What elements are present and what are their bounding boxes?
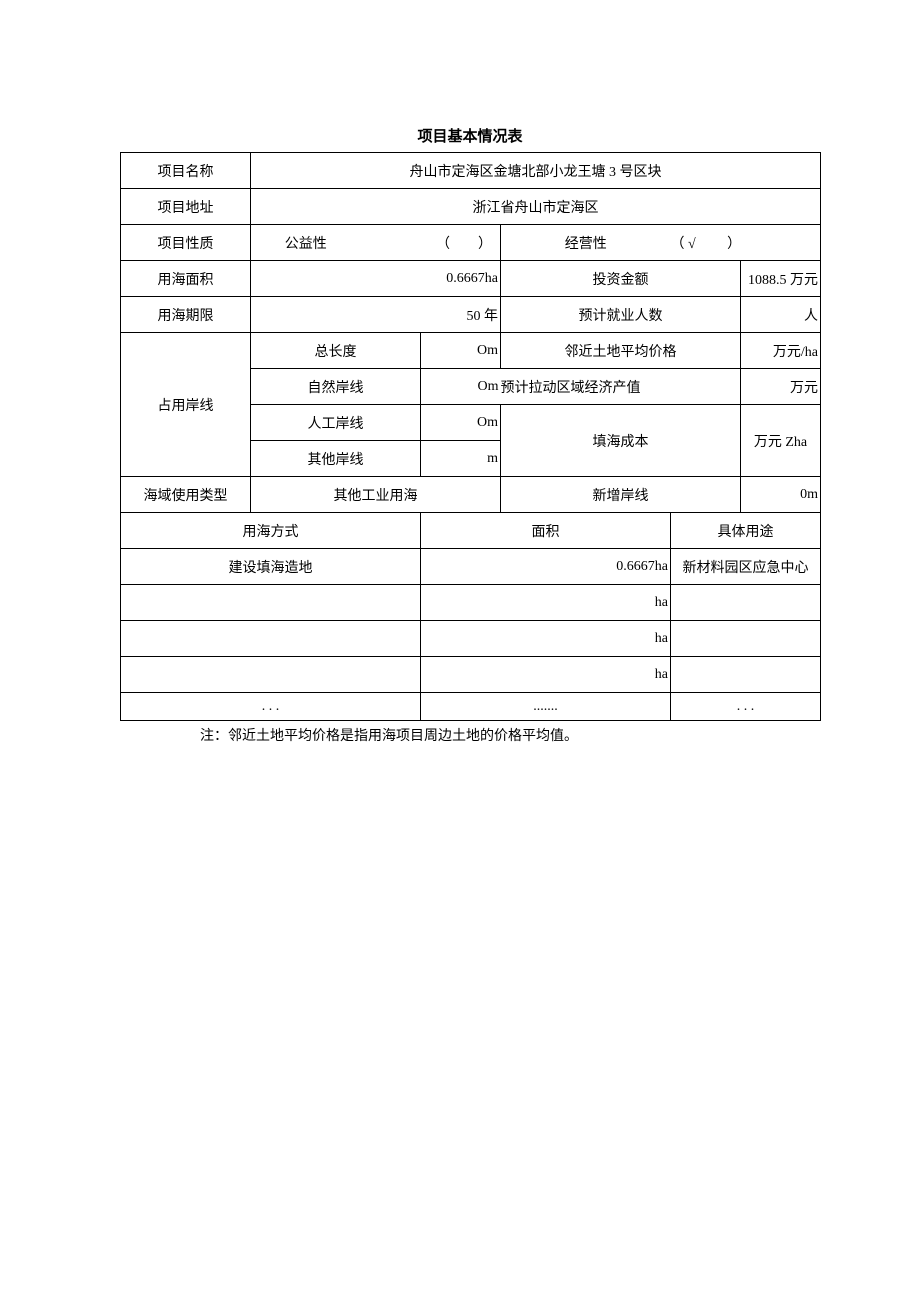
- header-sea-use-mode: 用海方式: [121, 513, 421, 549]
- label-nearby-land-price: 邻近土地平均价格: [501, 333, 741, 369]
- value-nearby-land-price: 万元/ha: [741, 333, 821, 369]
- label-shoreline-group: 占用岸线: [121, 333, 251, 477]
- cell-purpose-2: [671, 585, 821, 621]
- value-other-shoreline: m: [421, 441, 501, 477]
- cell-area-4: ha: [421, 657, 671, 693]
- value-sea-term: 50 年: [251, 297, 501, 333]
- mark-commercial: （ √ ）: [671, 225, 821, 261]
- label-other-shoreline: 其他岸线: [251, 441, 421, 477]
- value-new-shoreline: 0m: [741, 477, 821, 513]
- value-jobs: 人: [741, 297, 821, 333]
- header-area: 面积: [421, 513, 671, 549]
- label-project-name: 项目名称: [121, 153, 251, 189]
- label-economic-output: 预计拉动区域经济产值: [501, 369, 741, 405]
- value-total-length: Om: [421, 333, 501, 369]
- project-info-table: 项目名称 舟山市定海区金塘北部小龙王塘 3 号区块 项目地址 浙江省舟山市定海区…: [120, 152, 821, 721]
- label-investment: 投资金额: [501, 261, 741, 297]
- cell-mode-4: [121, 657, 421, 693]
- label-project-address: 项目地址: [121, 189, 251, 225]
- value-sea-use-type: 其他工业用海: [251, 477, 501, 513]
- cell-area-2: ha: [421, 585, 671, 621]
- value-reclamation-cost: 万元 Zha: [741, 405, 821, 477]
- label-natural-shoreline: 自然岸线: [251, 369, 421, 405]
- label-reclamation-cost: 填海成本: [501, 405, 741, 477]
- cell-purpose-ellipsis: . . .: [671, 693, 821, 721]
- cell-purpose-4: [671, 657, 821, 693]
- cell-area-ellipsis: .......: [421, 693, 671, 721]
- cell-mode-3: [121, 621, 421, 657]
- mark-public: （ ）: [361, 225, 501, 261]
- cell-mode-ellipsis: . . .: [121, 693, 421, 721]
- cell-area-1: 0.6667ha: [421, 549, 671, 585]
- header-purpose: 具体用途: [671, 513, 821, 549]
- label-project-nature: 项目性质: [121, 225, 251, 261]
- table-title: 项目基本情况表: [120, 125, 820, 146]
- cell-mode-1: 建设填海造地: [121, 549, 421, 585]
- label-commercial: 经营性: [501, 225, 671, 261]
- value-artificial-shoreline: Om: [421, 405, 501, 441]
- cell-mode-2: [121, 585, 421, 621]
- label-total-length: 总长度: [251, 333, 421, 369]
- label-sea-term: 用海期限: [121, 297, 251, 333]
- label-sea-area: 用海面积: [121, 261, 251, 297]
- label-artificial-shoreline: 人工岸线: [251, 405, 421, 441]
- value-project-address: 浙江省舟山市定海区: [251, 189, 821, 225]
- label-sea-use-type: 海域使用类型: [121, 477, 251, 513]
- label-new-shoreline: 新增岸线: [501, 477, 741, 513]
- cell-purpose-3: [671, 621, 821, 657]
- value-sea-area: 0.6667ha: [251, 261, 501, 297]
- cell-area-3: ha: [421, 621, 671, 657]
- cell-purpose-1: 新材料园区应急中心: [671, 549, 821, 585]
- value-project-name: 舟山市定海区金塘北部小龙王塘 3 号区块: [251, 153, 821, 189]
- value-natural-shoreline: Om: [421, 369, 501, 405]
- value-economic-output: 万元: [741, 369, 821, 405]
- value-investment: 1088.5 万元: [741, 261, 821, 297]
- footnote: 注：邻近土地平均价格是指用海项目周边土地的价格平均值。: [120, 725, 820, 745]
- label-jobs: 预计就业人数: [501, 297, 741, 333]
- label-public: 公益性: [251, 225, 361, 261]
